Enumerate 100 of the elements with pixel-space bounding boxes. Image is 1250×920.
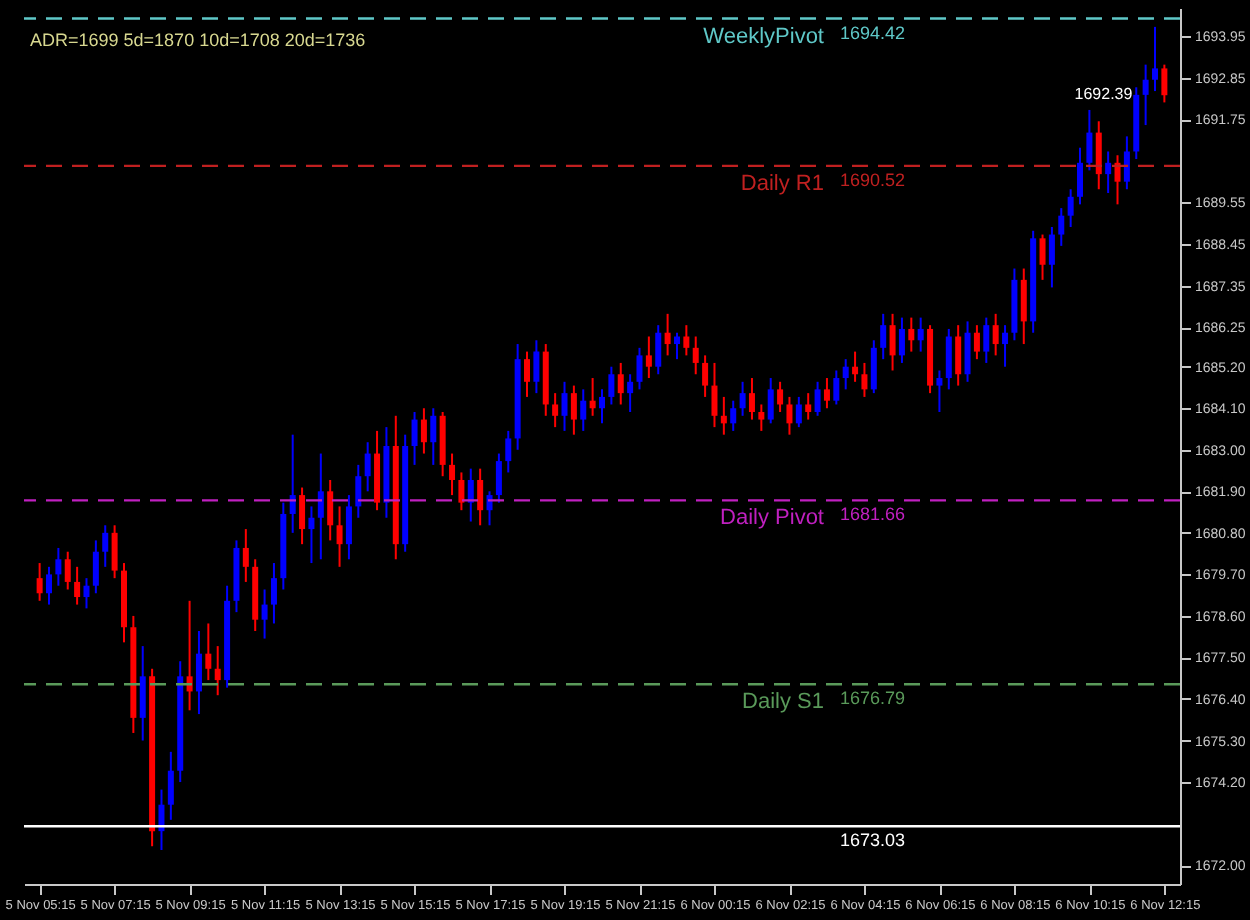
candlestick — [214, 645, 221, 697]
ref-line-label: Daily S1 — [742, 690, 824, 715]
candlestick — [580, 388, 587, 432]
candlestick — [420, 407, 427, 455]
candlestick — [795, 395, 802, 429]
candlestick — [673, 331, 680, 361]
candlestick — [870, 339, 877, 395]
ref-line-label: Daily Pivot — [720, 506, 824, 531]
candlestick — [345, 494, 352, 561]
candlestick — [477, 467, 484, 527]
candlestick — [664, 312, 671, 357]
candlestick — [617, 361, 624, 406]
candlestick — [964, 320, 971, 383]
candlestick — [1058, 207, 1065, 247]
candlestick — [814, 380, 821, 417]
candlestick — [1161, 63, 1168, 104]
candlestick — [1086, 108, 1093, 172]
candlestick — [64, 550, 71, 591]
candlestick — [917, 316, 924, 353]
candlestick — [1123, 135, 1130, 191]
candlestick — [1039, 233, 1046, 281]
annotation: ADR=1699 5d=1870 10d=1708 20d=1736 — [30, 30, 366, 50]
candlestick — [36, 562, 43, 602]
candlestick — [327, 478, 334, 542]
candlestick — [336, 505, 343, 568]
annotation: 1676.79 — [840, 688, 906, 709]
candlestick — [1152, 25, 1158, 93]
candlestick — [945, 327, 952, 391]
candlestick — [627, 373, 634, 414]
candlestick — [308, 505, 315, 565]
candlestick — [720, 395, 727, 436]
candlestick — [1020, 267, 1027, 346]
candlestick — [833, 369, 840, 406]
candlestick — [758, 403, 765, 432]
ref-line-label: WeeklyPivot — [703, 24, 824, 49]
candlestick — [1048, 226, 1055, 289]
candlestick — [852, 350, 859, 383]
candlestick — [505, 429, 512, 474]
candlestick — [1114, 154, 1121, 206]
candlestick — [411, 411, 418, 466]
candlestick — [299, 486, 306, 546]
candlestick — [430, 407, 437, 466]
candlestick — [880, 312, 887, 361]
candlestick — [786, 395, 793, 436]
candlestick — [355, 463, 362, 519]
candlestick — [655, 324, 662, 376]
candlestick — [936, 369, 943, 414]
candlestick — [92, 539, 99, 595]
candlestick — [608, 365, 615, 406]
candlestick — [167, 750, 174, 821]
candlestick — [589, 377, 596, 417]
candlestick — [552, 392, 559, 429]
candlestick — [973, 324, 980, 361]
candlestick — [1142, 63, 1149, 127]
candlestick — [842, 358, 849, 391]
candlestick — [748, 377, 755, 421]
annotation: 1681.66 — [840, 504, 906, 525]
annotation: 1690.52 — [840, 169, 906, 190]
candlestick — [702, 354, 709, 398]
candlestick — [270, 562, 277, 625]
candlestick — [992, 312, 999, 357]
candlestick — [711, 361, 718, 429]
candlestick — [317, 452, 324, 561]
candlestick — [449, 452, 456, 497]
candlestick — [889, 312, 896, 372]
candlestick — [139, 645, 146, 742]
candlestick — [777, 380, 784, 414]
ref-line-label: Daily R1 — [740, 171, 824, 196]
candlestick — [458, 471, 465, 512]
candlestick — [683, 324, 690, 357]
candlestick — [767, 377, 774, 425]
candlestick — [983, 316, 990, 364]
candlestick — [46, 565, 52, 606]
annotation: 1692.39 — [1074, 85, 1134, 104]
candlestick — [533, 339, 540, 395]
candlestick — [823, 377, 830, 410]
candlestick — [102, 524, 109, 568]
candlestick — [861, 361, 868, 398]
candlestick — [599, 388, 605, 425]
candlestick — [364, 441, 371, 493]
candlestick — [636, 346, 643, 391]
candlestick — [1095, 120, 1102, 191]
candlestick — [739, 380, 746, 417]
candlestick — [908, 316, 915, 353]
candlestick — [1077, 146, 1084, 206]
candlestick — [74, 565, 81, 606]
annotation: 1694.42 — [840, 22, 906, 43]
candlestick — [692, 335, 699, 376]
candlestick — [261, 588, 268, 640]
candlestick — [524, 350, 531, 398]
candlestick — [1067, 188, 1074, 228]
candlestick — [111, 524, 118, 580]
candlestick — [205, 622, 212, 682]
candlestick — [55, 546, 62, 587]
candlestick — [83, 577, 90, 610]
candlestick — [570, 384, 577, 436]
candlestick — [898, 316, 905, 364]
candlestick — [195, 630, 202, 716]
annotation: 1673.03 — [840, 830, 906, 851]
candlestick — [242, 528, 249, 583]
